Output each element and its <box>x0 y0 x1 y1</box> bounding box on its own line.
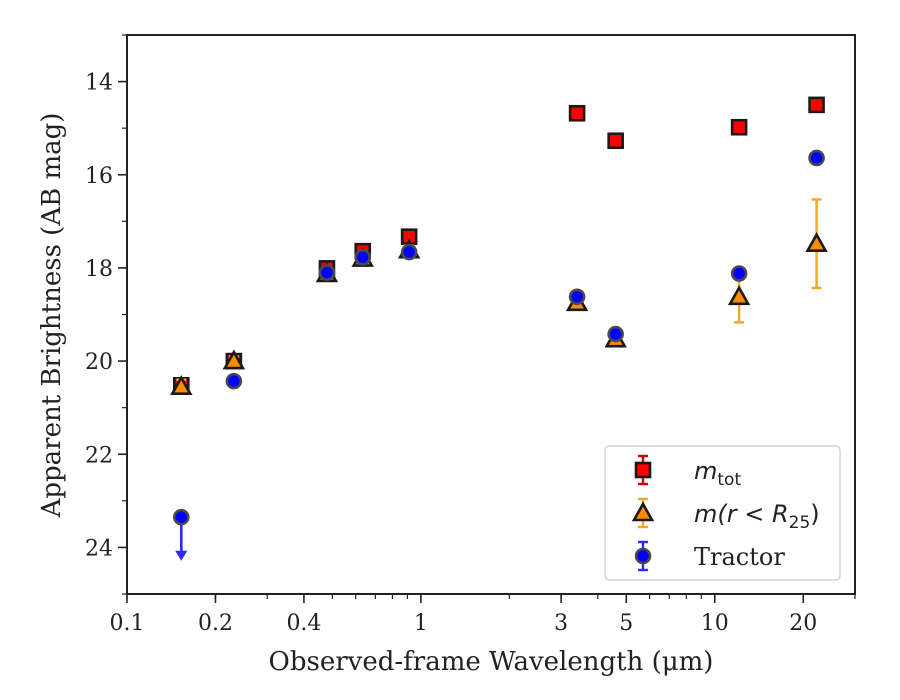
legend-marker <box>631 501 655 522</box>
data-point <box>730 265 748 282</box>
y-tick-label: 16 <box>85 164 113 189</box>
y-axis: 14 16 18 20 22 24 <box>85 34 127 595</box>
x-tick-label: 10 <box>701 611 729 636</box>
upper-limit-arrowhead <box>175 550 188 561</box>
legend-label: m(r < R25) <box>694 500 820 533</box>
series-circle <box>172 149 825 561</box>
legend-label: mtot <box>694 457 741 490</box>
y-tick-label: 18 <box>85 257 113 282</box>
data-point <box>400 243 418 261</box>
legend-label-main: Tractor <box>694 543 785 571</box>
legend-label-main: m <box>694 457 717 485</box>
y-tick-label: 22 <box>85 443 113 468</box>
y-tick-label: 14 <box>85 71 113 96</box>
data-point <box>170 375 193 396</box>
data-point <box>808 96 825 114</box>
data-point <box>607 325 624 343</box>
x-axis: 0.1 0.2 0.4 1 3 5 10 20 <box>110 594 856 636</box>
data-point <box>568 104 586 122</box>
legend-label-subscript: 25 <box>789 513 811 533</box>
x-tick-label: 3 <box>554 611 568 636</box>
x-tick-label: 0.4 <box>286 611 321 636</box>
legend-marker <box>634 461 652 479</box>
x-tick-label: 1 <box>414 611 428 636</box>
data-point <box>225 372 243 390</box>
legend-label-subscript: tot <box>717 470 741 490</box>
data-point <box>172 508 190 526</box>
legend-label-main: m(r < R <box>694 500 789 528</box>
data-point <box>808 149 825 167</box>
x-tick-label: 0.2 <box>198 611 233 636</box>
legend: mtot m(r < R25) Tractor <box>604 445 841 581</box>
legend-label-tail: ) <box>810 500 819 528</box>
y-tick-label: 20 <box>85 350 113 375</box>
legend-marker <box>634 547 652 565</box>
data-point <box>354 248 372 266</box>
data-point <box>730 118 748 136</box>
data-point <box>568 288 586 306</box>
x-axis-title: Observed-frame Wavelength (μm) <box>269 647 714 677</box>
x-tick-label: 0.1 <box>110 611 145 636</box>
legend-box <box>604 445 841 581</box>
y-axis-title: Apparent Brightness (AB mag) <box>37 113 67 519</box>
legend-entry: Tractor <box>634 540 785 572</box>
data-marks <box>170 96 828 561</box>
x-tick-label: 20 <box>789 611 817 636</box>
data-point <box>607 132 624 150</box>
legend-label: Tractor <box>694 543 785 571</box>
legend-entry: mtot <box>634 454 741 490</box>
x-tick-label: 5 <box>619 611 633 636</box>
data-point <box>727 285 751 306</box>
data-point <box>222 349 246 370</box>
data-point <box>318 264 336 281</box>
data-point <box>805 232 828 252</box>
y-tick-label: 24 <box>85 536 113 561</box>
legend-entry: m(r < R25) <box>631 497 820 533</box>
